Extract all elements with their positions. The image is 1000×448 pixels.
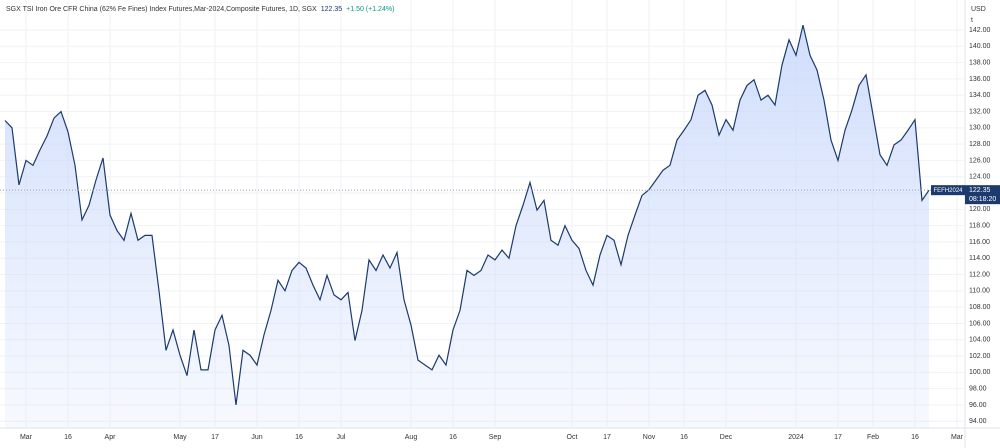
header-change: +1.50 (+1.24%) [346,6,394,13]
y-tick-label: 94.00 [969,418,987,425]
x-tick-label: Feb [867,434,879,441]
countdown-label: 08:18:20 [969,196,996,203]
y-tick-label: 130.00 [969,125,991,132]
x-tick-label: Jul [337,434,346,441]
x-tick-label: 16 [680,434,688,441]
chart-title: SGX TSI Iron Ore CFR China (62% Fe Fines… [6,6,317,13]
currency: USD [971,6,986,13]
x-tick-label: 17 [834,434,842,441]
price-label: 122.35 [969,187,991,194]
y-tick-label: 100.00 [969,369,991,376]
y-tick-label: 132.00 [969,108,991,115]
x-tick-label: Aug [405,434,418,441]
area-fill [5,25,929,429]
symbol-label: FEFH2024 [933,188,963,194]
y-tick-label: 126.00 [969,157,991,164]
x-tick-label: Mar [20,434,33,441]
x-tick-label: May [173,434,187,441]
unit: t [971,17,973,24]
y-tick-label: 106.00 [969,320,991,327]
y-tick-label: 124.00 [969,174,991,181]
y-tick-label: 112.00 [969,271,990,278]
x-tick-label: 2024 [788,434,804,441]
y-tick-label: 98.00 [969,385,987,392]
x-tick-label: Sep [489,434,502,441]
x-tick-label: Apr [105,434,117,441]
x-tick-label: 17 [211,434,219,441]
x-tick-label: Nov [643,434,656,441]
y-tick-label: 138.00 [969,59,991,66]
x-tick-label: 16 [449,434,457,441]
x-tick-label: 16 [911,434,919,441]
y-tick-label: 102.00 [969,353,991,360]
y-tick-label: 140.00 [969,43,991,50]
x-tick-label: 16 [64,434,72,441]
y-tick-label: 142.00 [969,27,991,34]
x-tick-label: Dec [720,434,733,441]
price-line [4,24,930,406]
x-tick-label: Mar [951,434,964,441]
y-tick-label: 104.00 [969,337,991,344]
y-tick-label: 120.00 [969,206,991,213]
y-tick-label: 110.00 [969,288,990,295]
y-tick-label: 136.00 [969,76,991,83]
y-tick-label: 114.00 [969,255,990,262]
y-tick-label: 118.00 [969,222,990,229]
plot [0,24,965,429]
x-tick-label: Jun [251,434,262,441]
y-tick-label: 116.00 [969,239,990,246]
y-tick-label: 134.00 [969,92,991,99]
axes: 94.00 96.00 98.00 100.00 102.00 104.00 106.00 1… [20,27,1000,441]
price-tag [965,185,1000,205]
symbol-tag [931,185,965,196]
y-tick-label: 108.00 [969,304,991,311]
x-tick-label: 17 [603,434,611,441]
x-tick-label: 16 [295,434,303,441]
x-tick-label: Oct [567,434,578,441]
y-tick-label: 128.00 [969,141,991,148]
y-tick-label: 96.00 [969,402,987,409]
header-price: 122.35 [321,6,343,13]
